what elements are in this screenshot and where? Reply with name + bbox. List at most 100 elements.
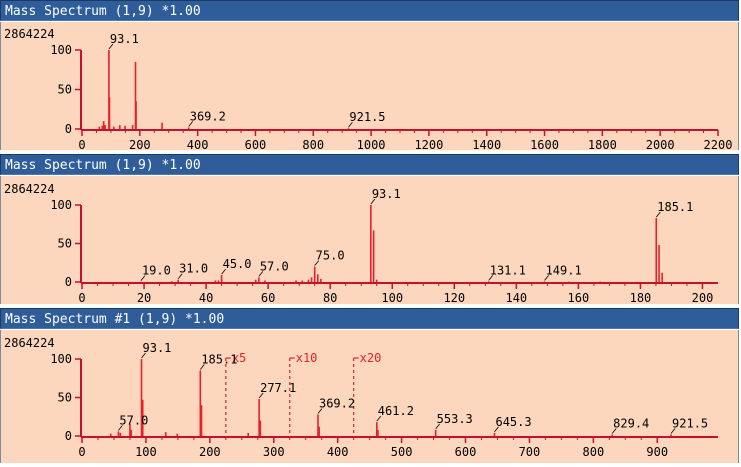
peak-label-leader: [488, 275, 494, 281]
x-tick-label: 600: [245, 138, 267, 150]
peak-label: 921.5: [349, 110, 385, 124]
x-tick-label: 1600: [530, 138, 559, 150]
peak-label: 185.1: [201, 353, 237, 367]
peak-label-leader: [188, 121, 194, 127]
x-tick-label: 900: [646, 445, 668, 459]
peak-label-leader: [348, 121, 353, 128]
x-tick-label: 200: [129, 138, 151, 150]
peak-label-leader: [258, 392, 264, 399]
peak-label: 45.0: [223, 257, 252, 271]
x-tick-label: 200: [692, 291, 714, 304]
y-tick-label: 100: [50, 198, 72, 212]
peak-label-leader: [221, 268, 226, 275]
x-tick-label: 400: [327, 445, 349, 459]
x-tick-label: 600: [455, 445, 477, 459]
peak-label: 131.1: [490, 263, 526, 277]
peak-label: 921.5: [672, 416, 708, 430]
magnification-marker-label: x5: [232, 351, 246, 365]
x-tick-label: 20: [137, 291, 151, 304]
peak-label: 185.1: [657, 200, 693, 214]
peak-label: 93.1: [372, 187, 401, 201]
peak-label-leader: [494, 426, 499, 433]
peak-label: 369.2: [319, 396, 355, 410]
x-tick-label: 0: [78, 291, 85, 304]
spectrum-panel-3: Mass Spectrum #1 (1,9) *1.00 2864224 0 50 1…: [0, 308, 741, 463]
x-tick-label: 80: [323, 291, 337, 304]
peak-label-leader: [258, 271, 264, 277]
panel-title-bar[interactable]: Mass Spectrum #1 (1,9) *1.00: [0, 308, 739, 329]
x-tick-label: 0: [78, 138, 85, 150]
magnification-marker-label: x20: [360, 351, 382, 365]
peak-label-leader: [200, 364, 205, 370]
y-tick-label: 100: [50, 43, 72, 57]
peak-label: 277.1: [260, 381, 296, 395]
x-tick-label: 180: [630, 291, 652, 304]
plot-area: 2864224 0 50 100 0 200 400 600 800 1000 1200 1400 16…: [0, 22, 739, 152]
peak-label-leader: [317, 408, 323, 414]
panel-title: Mass Spectrum (1,9) *1.00: [5, 158, 201, 173]
y-tick-label: 0: [65, 429, 72, 443]
peak-label-leader: [177, 273, 183, 279]
peak-label-leader: [544, 275, 549, 281]
peak-label-leader: [435, 423, 440, 430]
x-tick-label: 1000: [357, 138, 386, 150]
y-tick-label: 50: [58, 237, 72, 251]
peak-label: 57.0: [119, 413, 148, 427]
y-tick-label: 100: [50, 352, 72, 366]
peak-label-leader: [108, 43, 114, 50]
x-tick-label: 40: [199, 291, 213, 304]
x-tick-label: 120: [443, 291, 465, 304]
peak-label: 369.2: [190, 109, 226, 123]
x-tick-label: 60: [261, 291, 275, 304]
x-tick-label: 140: [505, 291, 527, 304]
peak-label-leader: [655, 211, 661, 218]
intensity-max-label: 2864224: [4, 336, 55, 350]
peak-label: 93.1: [143, 341, 172, 355]
peak-label-leader: [314, 260, 319, 266]
peak-label-leader: [611, 428, 617, 434]
x-tick-label: 300: [263, 445, 285, 459]
peak-label: 149.1: [546, 263, 582, 277]
peak-label-leader: [670, 428, 676, 434]
panel-title: Mass Spectrum (1,9) *1.00: [5, 4, 201, 19]
x-tick-label: 1800: [588, 138, 617, 150]
x-tick-label: 100: [135, 445, 157, 459]
peak-label-leader: [376, 415, 382, 422]
x-tick-label: 500: [391, 445, 413, 459]
magnification-marker-label: x10: [296, 351, 318, 365]
y-tick-label: 0: [65, 275, 72, 289]
y-tick-label: 0: [65, 122, 72, 136]
peak-label: 93.1: [110, 32, 139, 46]
peak-label: 461.2: [378, 404, 414, 418]
y-tick-label: 50: [58, 391, 72, 405]
x-tick-label: 100: [381, 291, 403, 304]
panel-title-bar[interactable]: Mass Spectrum (1,9) *1.00: [0, 154, 739, 175]
x-tick-label: 800: [583, 445, 605, 459]
plot-area: 2864224 0 50 100 0 100 200 300 400 500 600 700 800 90…: [0, 330, 739, 463]
x-tick-label: 1200: [414, 138, 443, 150]
intensity-max-label: 2864224: [4, 182, 55, 196]
peak-label: 553.3: [437, 412, 473, 426]
intensity-max-label: 2864224: [4, 27, 55, 41]
peak-label: 31.0: [179, 262, 208, 276]
x-tick-label: 0: [78, 445, 85, 459]
peak-label: 829.4: [613, 416, 649, 430]
peak-label: 645.3: [495, 415, 531, 429]
peak-label: 75.0: [316, 249, 345, 263]
spectrum-panel-1: Mass Spectrum (1,9) *1.00 2864224 0 50 100 0…: [0, 0, 741, 154]
panel-title-bar[interactable]: Mass Spectrum (1,9) *1.00: [0, 0, 739, 21]
x-tick-label: 1400: [472, 138, 501, 150]
x-tick-label: 200: [199, 445, 221, 459]
peak-label-leader: [141, 352, 146, 359]
x-tick-label: 800: [302, 138, 324, 150]
peak-label: 57.0: [260, 259, 289, 273]
peak-label-leader: [370, 198, 376, 205]
x-tick-label: 700: [519, 445, 541, 459]
spectrum-panel-2: Mass Spectrum (1,9) *1.00 2864224 0 50 100 0…: [0, 154, 741, 308]
x-tick-label: 400: [187, 138, 209, 150]
mass-spectrum-chart-3: 2864224 0 50 100 0 100 200 300 400 500 600 700 800 90…: [4, 336, 718, 459]
x-tick-label: 2200: [704, 138, 733, 150]
x-tick-label: 160: [568, 291, 590, 304]
y-tick-label: 50: [58, 83, 72, 97]
